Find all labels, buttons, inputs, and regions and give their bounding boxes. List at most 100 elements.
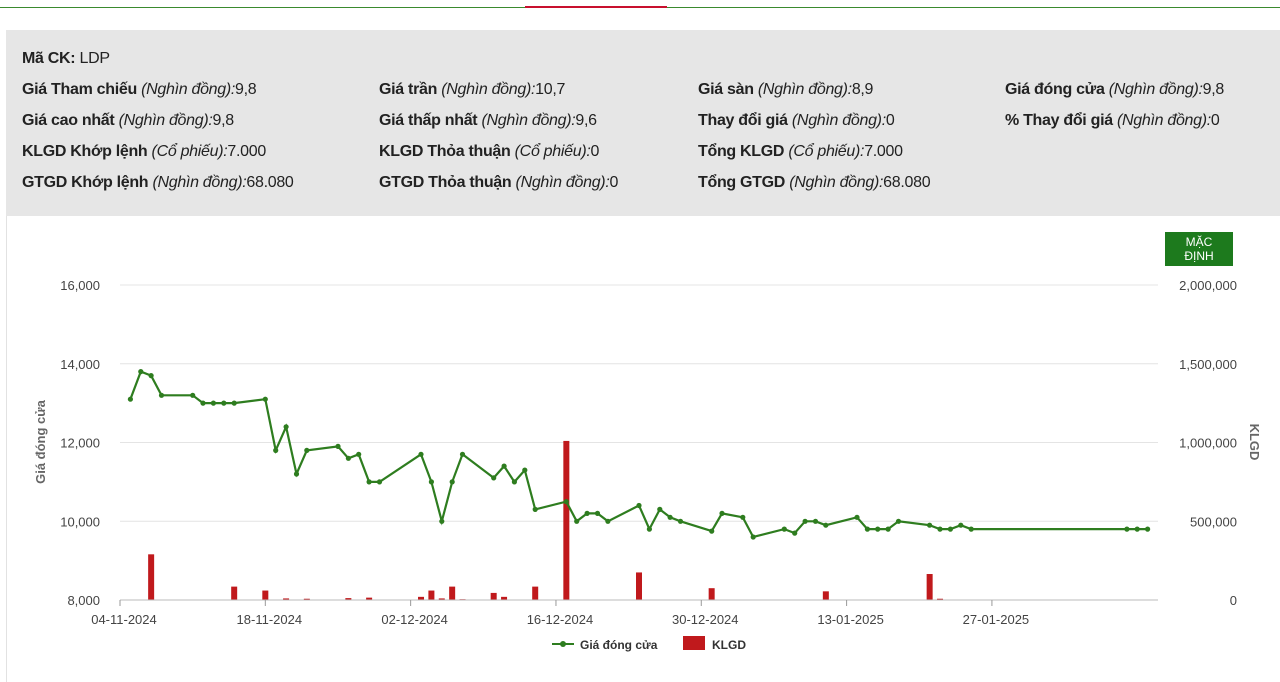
info-field-value: 0	[1210, 112, 1220, 129]
info-field-label: Giá thấp nhất	[379, 112, 478, 129]
price-point	[885, 526, 891, 532]
x-tick-label: 13-01-2025	[817, 612, 884, 627]
price-point	[491, 475, 497, 481]
info-field-label: Tổng KLGD	[698, 143, 785, 160]
y-right-tick-label: 1,500,000	[1179, 357, 1237, 372]
price-point	[273, 447, 279, 453]
info-field: Giá cao nhất (Nghìn đồng):9,8	[22, 111, 234, 131]
info-field-label: Giá trần	[379, 81, 438, 98]
ticker-label: Mã CK:	[22, 50, 76, 67]
x-tick-label: 04-11-2024	[91, 612, 157, 627]
price-point	[231, 400, 237, 406]
price-point	[345, 455, 351, 461]
y-right-tick-label: 0	[1230, 593, 1237, 608]
info-field: % Thay đổi giá (Nghìn đồng):0	[1005, 111, 1220, 131]
price-point	[439, 518, 445, 524]
x-tick-label: 16-12-2024	[527, 612, 594, 627]
info-field: Thay đổi giá (Nghìn đồng):0	[698, 111, 895, 131]
volume-bars	[148, 440, 944, 601]
price-point	[927, 522, 933, 528]
ticker-field: Mã CK: LDP	[22, 49, 110, 69]
info-field-label: Giá đóng cửa	[1005, 81, 1105, 98]
legend: Giá đóng cửa KLGD	[552, 636, 746, 652]
x-tick-label: 27-01-2025	[963, 612, 1030, 627]
price-point	[823, 522, 829, 528]
legend-label-volume[interactable]: KLGD	[712, 638, 746, 652]
y-left-tick-label: 16,000	[60, 278, 100, 293]
price-point	[200, 400, 206, 406]
price-point	[864, 526, 871, 532]
legend-label-price[interactable]: Giá đóng cửa	[580, 638, 658, 652]
volume-bar	[926, 574, 933, 600]
info-field: Giá Tham chiếu (Nghìn đồng):9,8	[22, 80, 257, 100]
y-left-tick-label: 14,000	[60, 357, 100, 372]
volume-bar	[345, 598, 352, 600]
price-point	[501, 463, 507, 469]
info-field-unit: (Nghìn đồng):	[141, 81, 236, 98]
price-point	[335, 443, 341, 449]
volume-bar	[822, 591, 829, 600]
price-point	[947, 526, 954, 532]
price-point	[449, 479, 455, 485]
info-field-value: 7.000	[864, 143, 903, 160]
x-tick-label: 18-11-2024	[237, 612, 303, 627]
price-point	[190, 392, 196, 398]
info-field-unit: (Nghìn đồng):	[118, 112, 213, 129]
legend-line-marker	[560, 641, 566, 647]
info-field: Giá đóng cửa (Nghìn đồng):9,8	[1005, 80, 1224, 100]
price-point	[304, 447, 310, 453]
info-field-unit: (Cổ phiếu):	[151, 143, 228, 160]
info-field-label: % Thay đổi giá	[1005, 112, 1113, 129]
info-field-value: 7.000	[227, 143, 266, 160]
info-field-label: Tổng GTGD	[698, 174, 786, 191]
price-point	[418, 451, 424, 457]
price-point	[740, 514, 746, 520]
chart-area	[6, 216, 1280, 682]
price-point	[1124, 526, 1130, 532]
price-point	[1134, 526, 1140, 532]
y-right-tick-label: 500,000	[1190, 514, 1237, 529]
info-field: KLGD Thỏa thuận (Cổ phiếu):0	[379, 142, 599, 162]
y-axis-right-title: KLGD	[1247, 424, 1262, 461]
info-field-value: 9,8	[212, 112, 235, 129]
price-point	[958, 522, 964, 528]
y-right-tick-label: 1,000,000	[1179, 436, 1237, 451]
info-field: Giá sàn (Nghìn đồng):8,9	[698, 80, 873, 100]
info-field-unit: (Nghìn đồng):	[152, 174, 247, 191]
price-point	[522, 467, 528, 473]
price-point	[366, 479, 372, 485]
info-field-unit: (Nghìn đồng):	[441, 81, 536, 98]
price-line	[129, 370, 1148, 539]
info-field: GTGD Thỏa thuận (Nghìn đồng):0	[379, 173, 618, 193]
price-point	[563, 499, 569, 505]
price-point	[677, 518, 684, 524]
price-point	[1145, 526, 1151, 532]
y-axis-left-title: Giá đóng cửa	[33, 399, 48, 484]
info-field-unit: (Nghìn đồng):	[757, 81, 852, 98]
info-field-value: 9,6	[575, 112, 597, 129]
price-point	[895, 518, 902, 524]
ticker-value: LDP	[79, 50, 110, 67]
reset-default-button[interactable]: MẶC ĐỊNH	[1165, 232, 1233, 266]
volume-bar	[501, 596, 508, 600]
info-field-unit: (Nghìn đồng):	[481, 112, 576, 129]
volume-bar	[418, 596, 425, 600]
info-field-label: Giá Tham chiếu	[22, 81, 137, 98]
price-point	[812, 518, 819, 524]
price-point	[148, 373, 154, 379]
price-point	[854, 514, 860, 520]
info-field-value: 68.080	[883, 174, 931, 191]
y-right-tick-label: 2,000,000	[1179, 278, 1237, 293]
info-field-unit: (Nghìn đồng):	[789, 174, 884, 191]
info-field: Giá thấp nhất (Nghìn đồng):9,6	[379, 111, 597, 131]
price-point	[428, 479, 434, 485]
price-point	[709, 528, 715, 534]
axes: 8,000 10,000 12,000 14,000 16,000 0 500,000 1,0…	[60, 278, 1237, 627]
volume-bar	[366, 597, 373, 600]
x-tick-label: 30-12-2024	[672, 612, 739, 627]
price-point	[875, 526, 881, 532]
x-tick-label: 02-12-2024	[381, 612, 448, 627]
price-point	[376, 479, 383, 485]
price-point	[646, 526, 653, 532]
volume-bar	[231, 586, 238, 600]
